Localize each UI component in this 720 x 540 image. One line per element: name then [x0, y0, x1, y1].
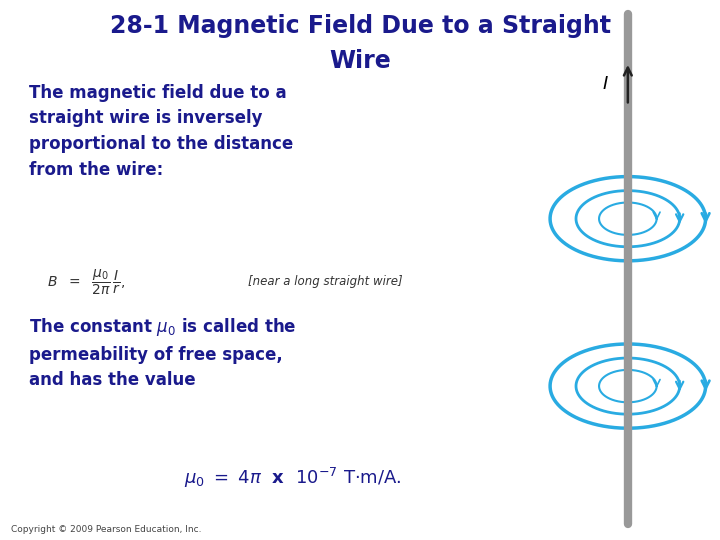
Text: Copyright © 2009 Pearson Education, Inc.: Copyright © 2009 Pearson Education, Inc.: [11, 524, 202, 534]
Text: $B\ \ =\ \ \dfrac{\mu_0}{2\pi}\,\dfrac{I}{r},$: $B\ \ =\ \ \dfrac{\mu_0}{2\pi}\,\dfrac{I…: [47, 267, 125, 296]
Text: The magnetic field due to a
straight wire is inversely
proportional to the dista: The magnetic field due to a straight wir…: [29, 84, 293, 179]
Text: 28-1 Magnetic Field Due to a Straight: 28-1 Magnetic Field Due to a Straight: [109, 14, 611, 37]
Text: [near a long straight wire]: [near a long straight wire]: [248, 275, 403, 288]
Text: $\mu_0\ =\ 4\pi\ \ \mathbf{x}\ \ 10^{-7}\ \mathrm{T{\cdot}m/A}.$: $\mu_0\ =\ 4\pi\ \ \mathbf{x}\ \ 10^{-7}…: [184, 466, 401, 490]
Text: The constant $\mu_0$ is called the
permeability of free space,
and has the value: The constant $\mu_0$ is called the perme…: [29, 316, 296, 389]
Text: I: I: [603, 75, 608, 93]
Text: Wire: Wire: [329, 49, 391, 72]
